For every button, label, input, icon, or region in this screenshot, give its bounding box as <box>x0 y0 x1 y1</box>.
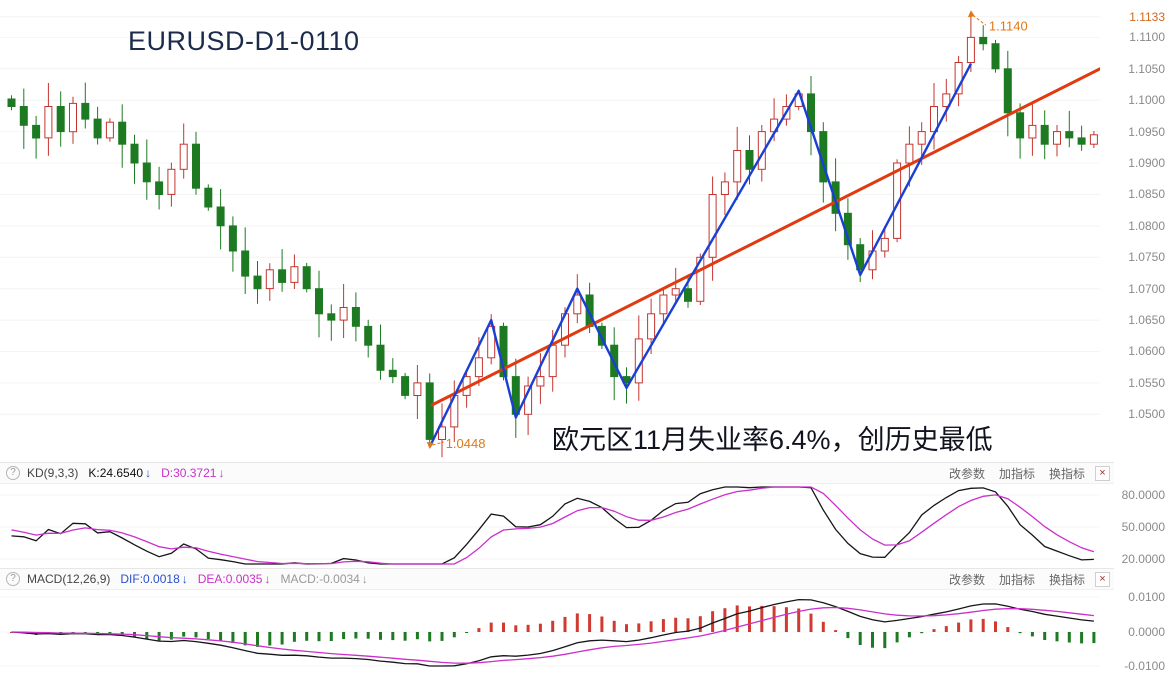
add-indicator-button[interactable]: 加指标 <box>998 572 1035 587</box>
switch-indicator-button[interactable]: 换指标 <box>1048 466 1085 481</box>
axis-label: 0.0000 <box>1128 625 1165 639</box>
axis-label: 1.1050 <box>1128 61 1165 76</box>
switch-indicator-button[interactable]: 换指标 <box>1048 572 1085 587</box>
add-indicator-button[interactable]: 加指标 <box>998 466 1035 481</box>
macd-axis: 0.0100 0.0000 -0.0100 <box>1100 590 1173 673</box>
macd-dea-value: DEA:0.0035 <box>197 572 263 586</box>
axis-label: 1.0600 <box>1128 344 1165 359</box>
change-params-button[interactable]: 改参数 <box>948 466 985 481</box>
kd-panel-header: ? KD(9,3,3) K:24.6540 ↓ D:30.3721 ↓ 改参数 … <box>0 462 1114 484</box>
macd-down-arrow-icon: ↓ <box>361 572 368 586</box>
axis-label: 1.0900 <box>1128 156 1165 171</box>
kd-indicator-name: KD(9,3,3) <box>27 466 79 480</box>
kd-axis: 80.0000 50.0000 20.0000 <box>1100 484 1173 568</box>
macd-dif-value: DIF:0.0018 <box>120 572 180 586</box>
axis-label: 1.0950 <box>1128 124 1165 139</box>
svg-text:1.1140: 1.1140 <box>989 18 1028 33</box>
price-axis: 1.1133 1.1100 1.1050 1.1000 1.0950 1.0900 1.08… <box>1100 0 1173 462</box>
axis-label: 1.1000 <box>1128 93 1165 108</box>
macd-panel-header: ? MACD(12,26,9) DIF:0.0018 ↓ DEA:0.0035 … <box>0 568 1114 590</box>
macd-hist-value: MACD:-0.0034 <box>280 572 360 586</box>
kd-plot[interactable] <box>0 484 1100 568</box>
kd-k-value: K:24.6540 <box>88 466 144 480</box>
chart-title: EURUSD-D1-0110 <box>128 26 360 56</box>
d-down-arrow-icon: ↓ <box>218 466 225 480</box>
macd-indicator-name: MACD(12,26,9) <box>27 572 111 586</box>
axis-label: 1.0800 <box>1128 218 1165 233</box>
axis-label: 80.0000 <box>1121 487 1165 502</box>
dea-down-arrow-icon: ↓ <box>264 572 271 586</box>
news-headline: 欧元区11月失业率6.4%，创历史最低 <box>552 425 993 455</box>
axis-label: 1.1133 <box>1129 9 1165 24</box>
kd-d-value: D:30.3721 <box>161 466 217 480</box>
help-icon[interactable]: ? <box>6 466 20 480</box>
axis-label: 1.0650 <box>1128 313 1165 328</box>
axis-label: 1.0850 <box>1128 187 1165 202</box>
axis-label: 20.0000 <box>1121 551 1165 566</box>
price-chart-canvas[interactable]: 1.1140 1.0448 <box>0 0 1100 462</box>
svg-text:1.0448: 1.0448 <box>446 436 486 451</box>
axis-label: 0.0100 <box>1128 590 1165 604</box>
help-icon[interactable]: ? <box>6 572 20 586</box>
axis-label: 1.1100 <box>1129 30 1165 45</box>
axis-label: 1.0750 <box>1128 250 1165 265</box>
axis-label: 50.0000 <box>1121 519 1165 534</box>
close-icon[interactable]: × <box>1095 465 1110 481</box>
dif-down-arrow-icon: ↓ <box>181 572 188 586</box>
axis-label: 1.0550 <box>1128 375 1165 390</box>
close-icon[interactable]: × <box>1095 571 1110 587</box>
axis-label: 1.0500 <box>1128 407 1165 422</box>
axis-label: 1.0700 <box>1128 281 1165 296</box>
macd-plot[interactable] <box>0 590 1100 670</box>
k-down-arrow-icon: ↓ <box>145 466 152 480</box>
axis-label: -0.0100 <box>1124 659 1165 673</box>
change-params-button[interactable]: 改参数 <box>948 572 985 587</box>
